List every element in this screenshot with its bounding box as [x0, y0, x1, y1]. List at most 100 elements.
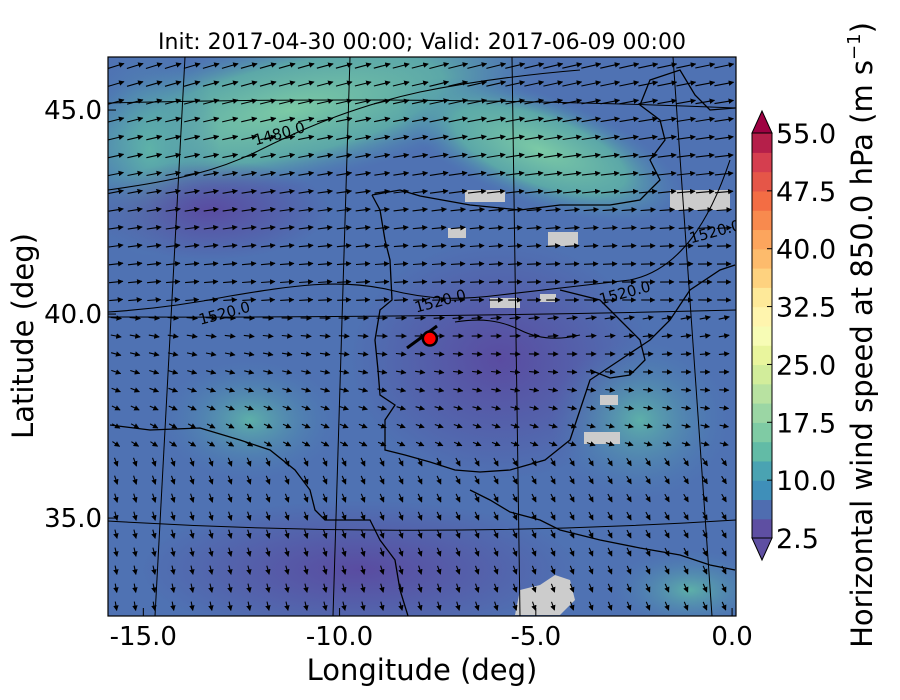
wind-arrow — [467, 152, 487, 159]
wind-arrow — [491, 387, 502, 393]
colorbar-extend-max — [751, 109, 773, 134]
colorbar — [751, 109, 773, 562]
wind-arrow — [145, 98, 163, 105]
wind-arrow — [227, 493, 233, 503]
wind-arrow — [581, 152, 601, 159]
wind-arrow — [678, 207, 694, 213]
wind-arrow — [203, 224, 219, 231]
wind-arrow — [664, 547, 670, 557]
wind-arrow — [642, 315, 654, 321]
wind-arrow — [203, 134, 220, 141]
wind-arrow — [585, 315, 597, 321]
wind-arrow — [448, 98, 469, 105]
wind-arrow — [279, 206, 295, 213]
wind-arrow — [279, 261, 295, 267]
wind-arrow — [336, 188, 353, 195]
wind-arrow — [619, 116, 639, 123]
wind-arrow — [681, 387, 692, 393]
wind-arrow — [240, 80, 258, 87]
wind-arrow — [524, 152, 544, 159]
wind-arrow — [339, 423, 349, 429]
wind-arrow — [676, 62, 697, 69]
colorbar-segment — [752, 480, 772, 501]
wind-arrow — [379, 493, 385, 503]
wind-arrow — [130, 423, 140, 429]
wind-arrow — [206, 423, 216, 429]
wind-arrow — [108, 116, 125, 123]
wind-arrow — [412, 134, 429, 141]
wind-arrow — [148, 315, 160, 321]
wind-arrow — [246, 529, 252, 539]
wind-arrow — [245, 441, 254, 447]
wind-arrow — [110, 315, 122, 321]
wind-arrow — [624, 405, 635, 411]
wind-arrow — [246, 583, 252, 593]
wind-arrow — [227, 547, 233, 557]
wind-arrow — [548, 387, 559, 393]
wind-arrow — [562, 116, 582, 123]
wind-arrow — [339, 405, 349, 411]
wind-arrow — [149, 369, 160, 375]
wind-arrow — [111, 423, 121, 429]
wind-arrow — [317, 224, 333, 231]
wind-arrow — [719, 441, 729, 447]
wind-arrow — [505, 170, 525, 177]
wind-arrow — [132, 475, 138, 485]
wind-arrow — [227, 529, 233, 539]
wind-arrow — [718, 333, 730, 339]
wind-arrow — [626, 529, 632, 539]
wind-arrow — [642, 333, 654, 339]
wind-arrow — [491, 441, 501, 447]
wind-arrow — [433, 351, 445, 357]
wind-arrow — [113, 565, 119, 575]
wind-arrow — [588, 547, 594, 557]
wind-arrow — [357, 351, 369, 357]
wind-arrow — [189, 565, 195, 575]
wind-arrow — [607, 547, 613, 557]
wind-arrow — [203, 116, 220, 123]
wind-arrow — [436, 457, 442, 467]
wind-arrow — [339, 441, 349, 447]
wind-arrow — [341, 565, 347, 575]
wind-arrow — [567, 405, 578, 411]
wind-arrow — [697, 207, 713, 213]
wind-arrow — [434, 369, 445, 375]
wind-arrow — [683, 565, 689, 575]
wind-arrow — [146, 224, 162, 231]
colorbar-ticks: 2.5 10.0 17.5 25.0 32.5 40.0 47.5 55.0 — [767, 119, 836, 555]
wind-arrow — [379, 547, 385, 557]
wind-arrow — [284, 511, 290, 521]
coastlines — [109, 69, 736, 616]
wind-arrow — [638, 152, 658, 159]
wind-arrow — [225, 369, 236, 375]
wind-arrow — [187, 387, 198, 393]
wind-arrow — [127, 261, 143, 267]
wind-arrow — [645, 565, 651, 575]
wind-arrow — [524, 188, 544, 195]
wind-arrow — [132, 493, 138, 503]
wind-arrow — [377, 387, 388, 393]
wind-arrow — [452, 315, 464, 321]
wind-arrow — [529, 369, 540, 375]
wind-arrow — [322, 547, 328, 557]
wind-arrow — [184, 134, 201, 141]
wind-arrow — [398, 493, 404, 503]
wind-arrow — [222, 152, 239, 159]
wind-arrow — [619, 80, 640, 87]
wind-arrow — [208, 565, 214, 575]
wind-arrow — [721, 565, 727, 575]
wind-arrow — [474, 493, 480, 503]
wind-arrow — [208, 511, 214, 521]
wind-arrow — [581, 98, 602, 105]
wind-arrow — [393, 170, 410, 177]
wind-arrow — [659, 243, 675, 249]
wind-arrow — [129, 333, 141, 339]
wind-arrow — [203, 152, 220, 159]
wind-arrow — [657, 80, 678, 87]
wind-arrow — [412, 206, 428, 213]
wind-arrow — [146, 261, 162, 267]
wind-arrow — [429, 170, 449, 177]
wind-arrow — [224, 315, 236, 321]
wind-arrow — [512, 511, 518, 521]
